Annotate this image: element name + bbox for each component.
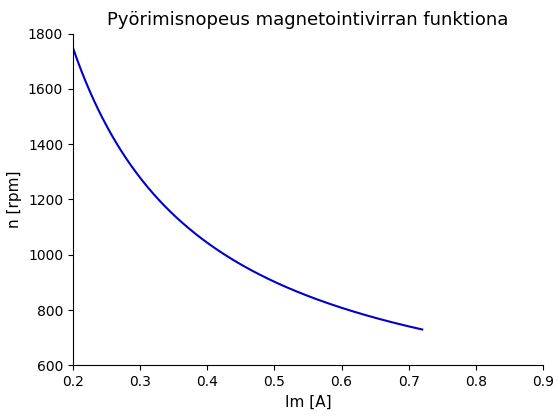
Y-axis label: n [rpm]: n [rpm] <box>7 171 22 228</box>
Title: Pyörimisnopeus magnetointivirran funktiona: Pyörimisnopeus magnetointivirran funktio… <box>108 11 508 29</box>
X-axis label: Im [A]: Im [A] <box>284 395 332 409</box>
